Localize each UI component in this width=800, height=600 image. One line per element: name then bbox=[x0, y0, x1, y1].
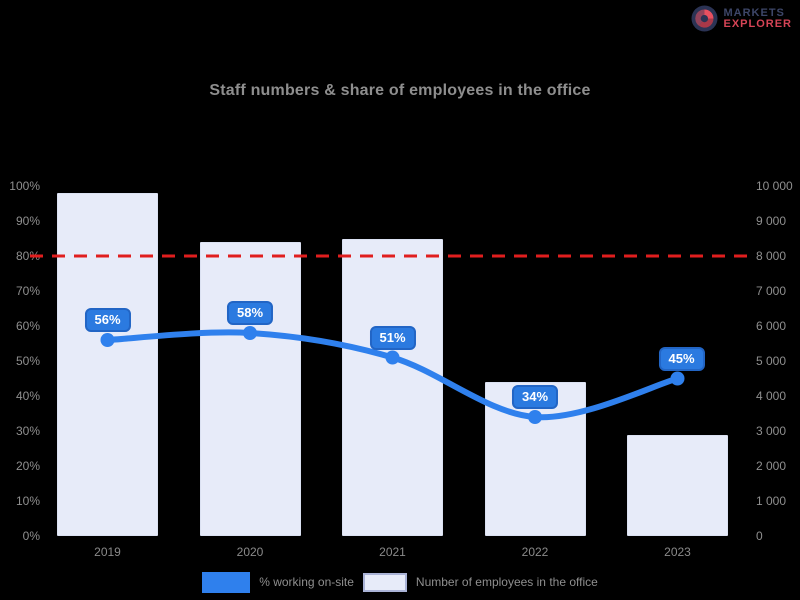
x-axis-label: 2020 bbox=[236, 545, 264, 559]
bar-2020 bbox=[199, 242, 301, 536]
bar-2021 bbox=[342, 238, 443, 536]
bar-2023 bbox=[627, 434, 728, 536]
x-axis-label: 2022 bbox=[521, 545, 549, 559]
x-axis-label: 2019 bbox=[94, 545, 121, 559]
logo-text: MARKETS EXPLORER bbox=[723, 6, 792, 30]
y-axis-left-tick-label: 60% bbox=[15, 319, 40, 333]
legend-label-line-series: % working on-site bbox=[259, 575, 354, 589]
y-axis-left-tick-label: 50% bbox=[15, 354, 40, 368]
y-axis-left-tick-label: 30% bbox=[15, 424, 40, 438]
y-axis-right-tick-label: 5 000 bbox=[756, 354, 787, 368]
donut-chart-icon bbox=[691, 5, 718, 32]
bar-2019 bbox=[57, 193, 158, 536]
legend-swatch-bar-series bbox=[362, 572, 407, 592]
legend-label-bar-series: Number of employees in the office bbox=[415, 575, 598, 589]
y-axis-right-tick-label: 1 000 bbox=[756, 494, 787, 508]
y-axis-right-tick-label: 2 000 bbox=[756, 459, 787, 473]
y-axis-left-tick-label: 10% bbox=[15, 494, 40, 508]
y-axis-right-tick-label: 7 000 bbox=[756, 284, 787, 298]
y-axis-left-tick-label: 70% bbox=[15, 284, 40, 298]
x-axis-label: 2021 bbox=[379, 545, 406, 559]
y-axis-left-tick-label: 20% bbox=[15, 459, 40, 473]
y-axis-right-tick-label: 0 bbox=[756, 529, 763, 543]
y-axis-left-tick-label: 40% bbox=[15, 389, 40, 403]
y-axis-right-tick-label: 9 000 bbox=[756, 214, 787, 228]
y-axis-right-tick-label: 6 000 bbox=[756, 319, 787, 333]
line-point-marker bbox=[670, 371, 685, 386]
data-label-bubble: 51% bbox=[369, 325, 416, 350]
x-axis-label: 2023 bbox=[664, 545, 691, 559]
y-axis-right-tick-label: 10 000 bbox=[756, 179, 793, 193]
legend-swatch-line-series bbox=[202, 571, 251, 593]
logo-text-line2: EXPLORER bbox=[723, 17, 792, 30]
y-axis-right-tick-label: 3 000 bbox=[756, 424, 787, 438]
data-label-bubble: 34% bbox=[511, 385, 559, 409]
logo-text-line1: MARKETS bbox=[723, 6, 785, 19]
y-axis-right-tick-label: 8 000 bbox=[756, 249, 787, 263]
data-label-bubble: 45% bbox=[658, 346, 705, 371]
chart-title: Staff numbers & share of employees in th… bbox=[209, 82, 591, 99]
y-axis-left-tick-label: 100% bbox=[9, 179, 40, 193]
y-axis-left-tick-label: 0% bbox=[22, 529, 40, 543]
y-axis-left-tick-label: 90% bbox=[15, 214, 40, 228]
logo: MARKETS EXPLORER bbox=[691, 5, 792, 32]
data-label-bubble: 56% bbox=[84, 308, 131, 332]
y-axis-left-tick-label: 80% bbox=[15, 249, 40, 263]
y-axis-right-tick-label: 4 000 bbox=[756, 389, 787, 403]
legend: % working on-site Number of employees in… bbox=[0, 569, 800, 595]
data-label-bubble: 58% bbox=[226, 301, 274, 325]
